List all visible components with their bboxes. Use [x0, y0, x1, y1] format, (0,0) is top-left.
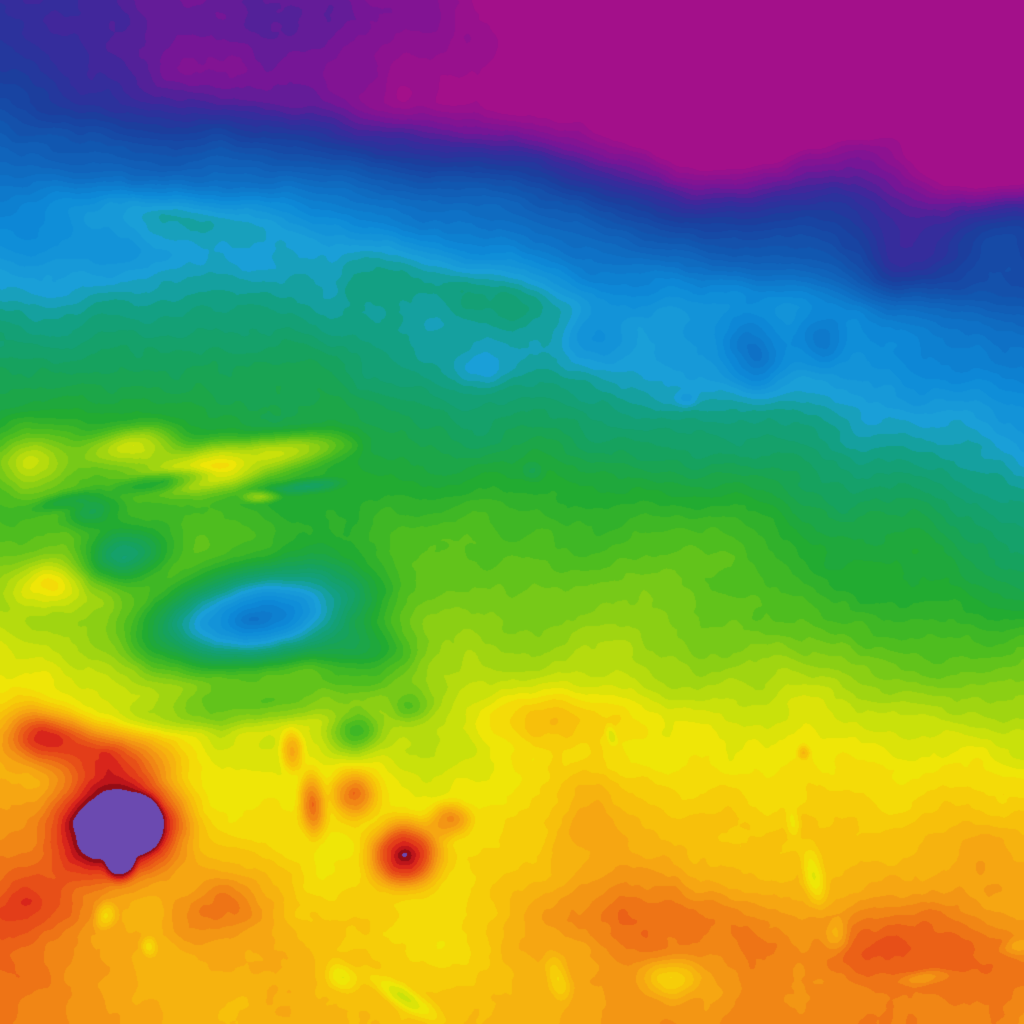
temperature-contour-canvas — [0, 0, 1024, 1024]
temperature-map-view: Asia Surface Temperature Contour Map deg… — [0, 0, 1024, 1024]
